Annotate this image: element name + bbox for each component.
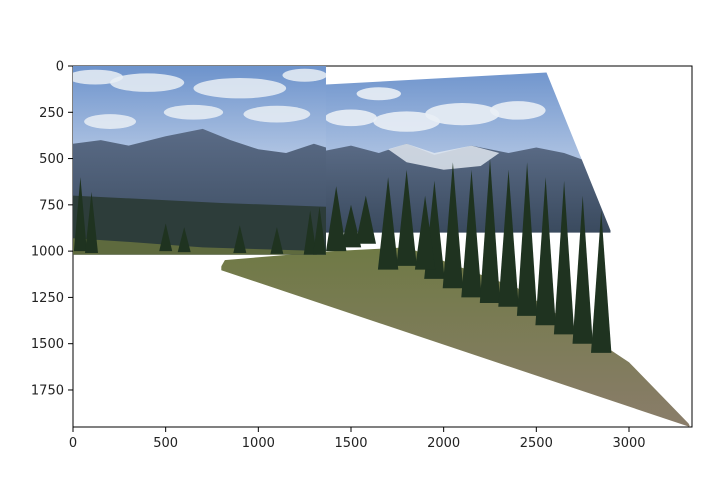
left-panorama-image xyxy=(73,66,326,255)
warped-panorama-image xyxy=(221,72,691,427)
x-tick-label: 500 xyxy=(153,436,178,451)
y-tick-label: 500 xyxy=(39,152,64,167)
x-tick-label: 3000 xyxy=(612,436,645,451)
x-axis-ticks: 0 500 1000 1500 2000 2500 3000 xyxy=(69,427,646,451)
y-tick-label: 0 xyxy=(56,60,64,75)
x-tick-label: 1000 xyxy=(242,436,275,451)
y-tick-label: 1000 xyxy=(31,245,64,260)
y-tick-label: 250 xyxy=(39,106,64,121)
x-tick-label: 0 xyxy=(69,436,77,451)
y-axis-ticks: 0 250 500 750 1000 1250 1500 1750 xyxy=(31,60,73,398)
x-tick-label: 2500 xyxy=(520,436,553,451)
y-tick-label: 750 xyxy=(39,198,64,213)
x-tick-label: 2000 xyxy=(427,436,460,451)
y-tick-label: 1750 xyxy=(31,383,64,398)
y-tick-label: 1500 xyxy=(31,337,64,352)
x-tick-label: 1500 xyxy=(334,436,367,451)
y-tick-label: 1250 xyxy=(31,291,64,306)
